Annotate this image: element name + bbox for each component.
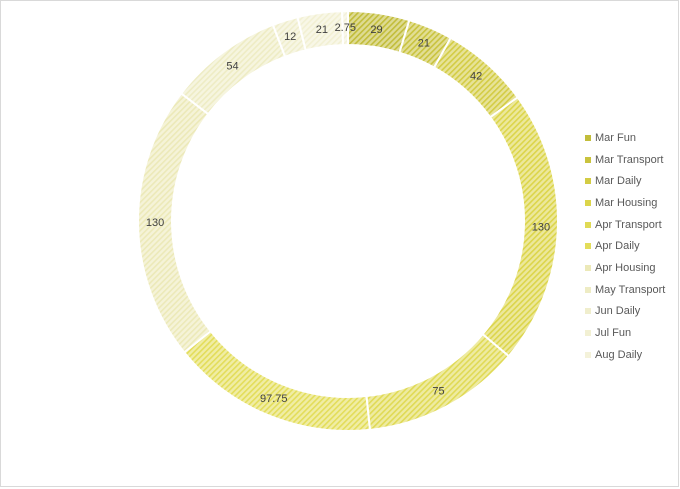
legend-swatch [585,221,591,228]
legend-label: Mar Housing [595,196,658,209]
legend-item-jul-fun[interactable]: Jul Fun [585,322,665,344]
legend-swatch [585,308,591,315]
legend-swatch [585,243,591,250]
legend-item-apr-transport[interactable]: Apr Transport [585,214,665,236]
legend-label: Apr Daily [595,240,640,253]
data-label-jun-daily: 12 [284,31,296,43]
slice-apr-daily[interactable] [182,329,372,432]
data-label-apr-daily: 97.75 [260,393,288,405]
slice-apr-transport[interactable] [365,332,511,431]
legend-label: Mar Transport [595,153,664,166]
legend-item-mar-transport[interactable]: Mar Transport [585,149,665,171]
legend-label: Jun Daily [595,305,641,318]
legend-label: Apr Housing [595,261,656,274]
legend-item-mar-housing[interactable]: Mar Housing [585,192,665,214]
legend-item-mar-daily[interactable]: Mar Daily [585,170,665,192]
data-label-mar-daily: 42 [470,71,482,83]
legend-label: Mar Fun [595,131,636,144]
legend-label: May Transport [595,283,666,296]
data-label-jul-fun: 21 [316,24,328,36]
data-label-may-transport: 54 [226,60,238,72]
legend-label: Aug Daily [595,348,643,361]
legend-item-aug-daily[interactable]: Aug Daily [585,344,665,366]
legend-swatch [585,178,591,185]
legend-item-may-transport[interactable]: May Transport [585,279,665,301]
data-label-apr-transport: 75 [432,385,444,397]
legend-item-mar-fun[interactable]: Mar Fun [585,127,665,149]
legend-item-apr-daily[interactable]: Apr Daily [585,235,665,257]
data-label-mar-transport: 21 [418,38,430,50]
legend-swatch [585,330,591,337]
legend-swatch [585,199,591,206]
data-label-aug-daily: 2.75 [335,22,356,34]
legend-swatch [585,156,591,163]
data-label-mar-housing: 130 [532,222,550,234]
legend-label: Apr Transport [595,218,662,231]
data-label-mar-fun: 29 [370,24,382,36]
legend-item-apr-housing[interactable]: Apr Housing [585,257,665,279]
slice-aug-daily[interactable] [341,9,349,47]
legend-label: Jul Fun [595,327,632,340]
legend-swatch [585,351,591,358]
legend-swatch [585,286,591,293]
data-label-apr-housing: 130 [146,217,164,229]
legend: Mar Fun Mar Transport Mar Daily Mar Housing… [585,127,665,366]
legend-swatch [585,264,591,271]
legend-swatch [585,134,591,141]
legend-label: Mar Daily [595,175,642,188]
legend-item-jun-daily[interactable]: Jun Daily [585,301,665,323]
